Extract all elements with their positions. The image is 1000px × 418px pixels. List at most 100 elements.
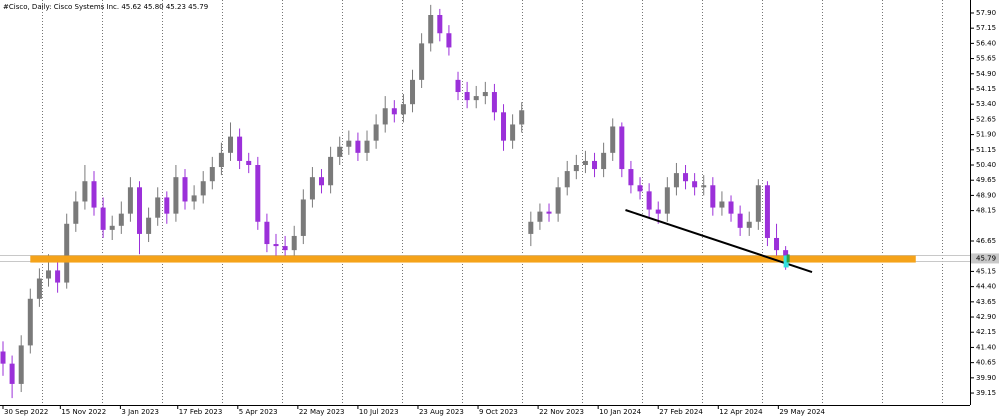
candle-body [55,270,61,283]
candle-body [528,221,534,234]
y-tick-label: 39.90 [976,374,996,382]
y-tick-label: 55.65 [976,55,996,63]
y-tick-label: 57.15 [976,24,996,32]
candle-body [537,211,543,222]
candle-body [155,197,161,218]
candle-body [655,209,661,214]
candle-body [100,207,106,230]
candle-body [683,173,689,182]
x-tick-label: 9 Oct 2023 [479,408,518,416]
x-tick-label: 3 Jan 2023 [121,408,159,416]
candle-body [255,165,261,222]
candle-body [555,187,561,214]
candle-body [446,33,452,48]
candle-body [127,187,133,214]
y-tick-label: 51.90 [976,131,996,139]
candle-body [300,199,306,236]
candle-body [146,217,152,234]
candle-body [755,185,761,222]
chart-title: #Cisco, Daily: Cisco Systems Inc. 45.62 … [3,3,208,11]
candle-body [73,201,79,224]
candle-body [601,152,607,170]
x-tick-label: 5 Apr 2023 [239,408,278,416]
y-tick-label: 44.40 [976,283,996,291]
candle-body [673,173,679,188]
x-tick-label: 10 Jan 2024 [599,408,642,416]
candle-body [137,187,143,234]
candle-body [337,146,343,157]
y-tick-label: 49.65 [976,176,996,184]
candle-body [746,221,752,228]
candle-body [246,160,252,165]
y-tick-label: 52.65 [976,115,996,123]
candle-body [328,156,334,186]
candle-body [546,211,552,214]
candle-body [573,165,579,172]
candle-body [9,363,15,384]
candle-body [628,169,634,186]
candle-body [27,298,33,346]
candle-body [364,140,370,153]
support-band [30,255,916,263]
candle-body [46,270,52,279]
candle-body [764,185,770,238]
y-tick-label: 54.15 [976,85,996,93]
x-tick-label: 30 Sep 2022 [4,408,48,416]
candle-body [637,185,643,192]
candle-body [610,126,616,153]
candle-body [391,108,397,115]
candle-body [592,160,598,170]
y-tick-label: 56.40 [976,39,996,47]
candle-body [273,244,279,247]
y-tick-label: 39.15 [976,389,996,397]
candle-body [400,104,406,115]
candle-body [191,195,197,202]
candle-body [473,96,479,101]
candle-body [719,201,725,208]
candle-body [419,43,425,80]
candle-body [455,79,461,93]
candle-body [737,213,743,228]
candle-body [109,225,115,230]
candle-body [728,201,734,214]
candle-body [237,136,243,161]
candle-body [437,15,443,34]
candle-body [291,235,297,251]
candle-body [373,124,379,141]
trendline [625,209,813,273]
plot [0,4,970,399]
candle-body [309,177,315,200]
price-label: 45.79 [976,254,996,262]
y-tick-label: 53.40 [976,100,996,108]
candle-body [464,92,470,101]
candle-body [118,213,124,226]
y-tick-label: 43.65 [976,298,996,306]
x-tick-label: 22 May 2023 [299,408,345,416]
candle-body [701,185,707,188]
candle-body [36,278,42,299]
candle-body [18,345,24,384]
candle-body [228,136,234,153]
x-tick-label: 17 Feb 2023 [179,408,223,416]
candle-body [428,15,434,44]
candle-body [355,140,361,153]
candle-body [282,246,288,251]
candle-body [710,185,716,208]
candle-body [410,79,416,105]
candle-body [774,237,780,251]
y-tick-label: 48.15 [976,207,996,215]
candle-body [91,181,97,208]
candle-body [182,177,188,202]
candle-body [0,351,6,364]
candle-body [564,171,570,188]
x-tick-label: 27 Feb 2024 [659,408,703,416]
candle-body [783,250,789,259]
y-tick-label: 40.65 [976,359,996,367]
candle-body [664,187,670,214]
candle-body [173,177,179,214]
price-label-box [971,253,999,264]
y-tick-label: 42.90 [976,313,996,321]
candle-body [482,92,488,97]
